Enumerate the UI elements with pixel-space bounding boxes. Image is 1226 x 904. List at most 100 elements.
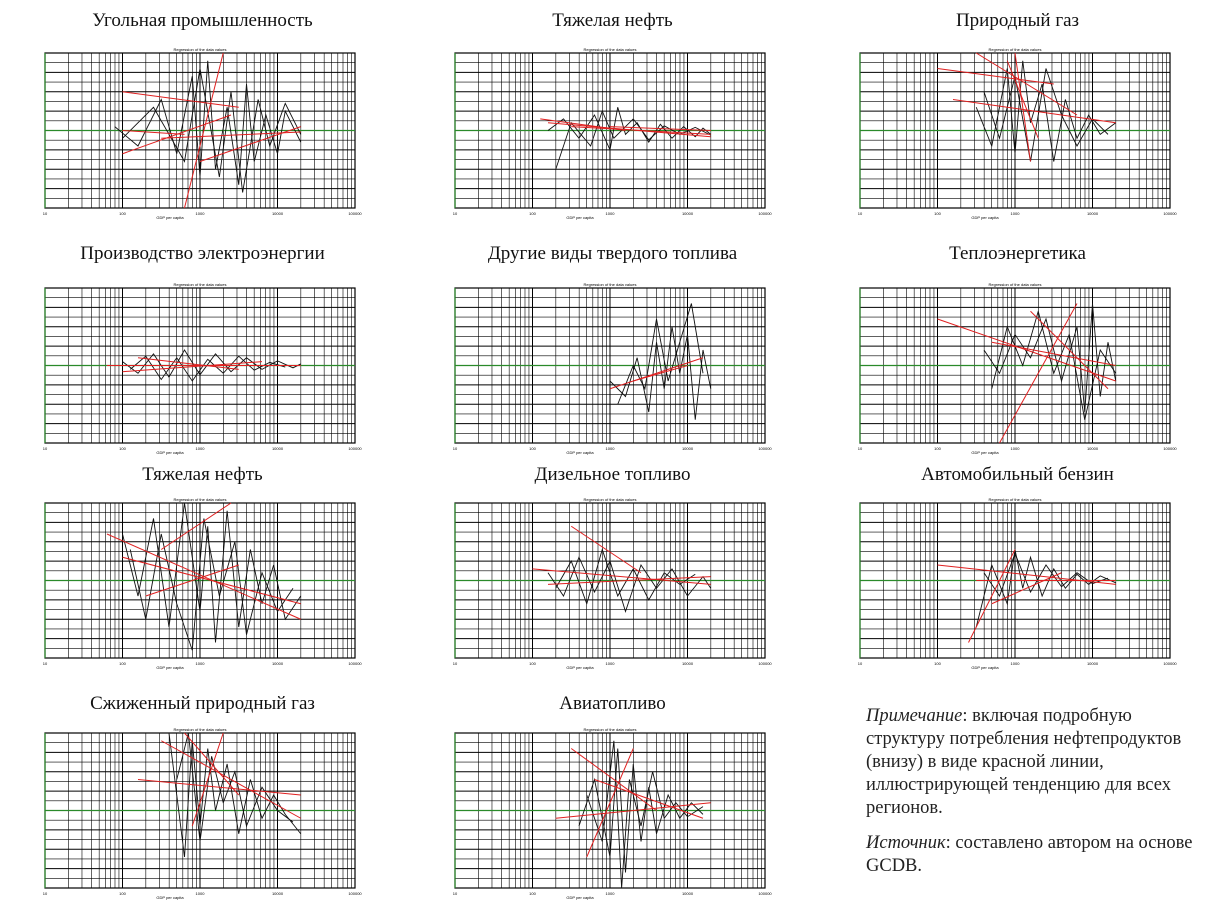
x-tick-label: 100000 bbox=[348, 446, 362, 451]
x-axis-label: GDP per capita bbox=[971, 665, 999, 670]
x-tick-label: 100000 bbox=[1163, 446, 1177, 451]
trend-line bbox=[122, 130, 185, 135]
chart-plot: Regression of the data values 10 100 1000 10… bbox=[43, 497, 363, 670]
x-tick-label: 10 bbox=[453, 661, 458, 666]
x-tick-label: 1000 bbox=[196, 446, 206, 451]
data-series-line bbox=[555, 109, 711, 170]
x-axis-label: GDP per capita bbox=[566, 450, 594, 455]
x-tick-label: 10000 bbox=[682, 891, 694, 896]
x-tick-label: 1000 bbox=[606, 891, 616, 896]
x-tick-label: 1000 bbox=[196, 211, 206, 216]
trend-line bbox=[937, 68, 1054, 85]
x-tick-label: 100 bbox=[529, 891, 536, 896]
data-series-line bbox=[122, 502, 302, 643]
data-series-line bbox=[168, 732, 302, 858]
trend-line bbox=[122, 114, 232, 155]
x-tick-label: 1000 bbox=[606, 661, 616, 666]
chart-plot: Regression of the data values 10 100 1000 10… bbox=[858, 497, 1178, 670]
data-series-line bbox=[991, 309, 1117, 420]
x-tick-label: 10000 bbox=[682, 446, 694, 451]
x-axis-label: GDP per capita bbox=[566, 665, 594, 670]
x-axis-label: GDP per capita bbox=[566, 895, 594, 900]
trend-line bbox=[991, 572, 1062, 605]
chart-title: Другие виды твердого топлива bbox=[487, 243, 738, 264]
trend-line bbox=[570, 748, 657, 811]
x-tick-label: 10 bbox=[43, 891, 48, 896]
chart-title: Производство электроэнергии bbox=[80, 243, 325, 264]
x-tick-label: 100000 bbox=[1163, 211, 1177, 216]
chart-plot: Regression of the data values 10 100 1000 10… bbox=[43, 47, 363, 220]
trend-line bbox=[609, 357, 704, 390]
x-tick-label: 100 bbox=[934, 446, 941, 451]
x-tick-label: 100 bbox=[119, 211, 126, 216]
trend-line bbox=[952, 99, 1116, 124]
chart-title: Авиатопливо bbox=[559, 693, 666, 714]
x-axis-label: GDP per capita bbox=[156, 450, 184, 455]
x-tick-label: 10 bbox=[43, 446, 48, 451]
trend-line bbox=[145, 564, 239, 597]
chart-title: Угольная промышленность bbox=[92, 10, 313, 31]
trend-line bbox=[532, 568, 711, 585]
data-series-line bbox=[983, 68, 1109, 162]
data-series-line bbox=[114, 60, 302, 185]
x-tick-label: 1000 bbox=[1011, 211, 1021, 216]
chart-title: Тяжелая нефть bbox=[142, 464, 263, 485]
data-series-line bbox=[547, 107, 712, 152]
chart-title: Природный газ bbox=[955, 10, 1080, 31]
x-tick-label: 1000 bbox=[1011, 661, 1021, 666]
chart-plot: Regression of the data values 10 100 1000 10… bbox=[453, 727, 773, 900]
x-tick-label: 10000 bbox=[272, 661, 284, 666]
chart-subtitle: Regression of the data values bbox=[989, 282, 1042, 287]
x-tick-label: 100000 bbox=[348, 891, 362, 896]
data-series-line bbox=[129, 355, 286, 382]
x-axis-label: GDP per capita bbox=[156, 895, 184, 900]
data-series-line bbox=[975, 60, 1117, 162]
data-series-line bbox=[983, 303, 1117, 413]
x-tick-label: 100000 bbox=[758, 661, 772, 666]
trend-line bbox=[122, 361, 263, 373]
x-tick-label: 100000 bbox=[758, 446, 772, 451]
trend-line bbox=[161, 131, 301, 139]
x-tick-label: 100 bbox=[934, 661, 941, 666]
x-tick-label: 100000 bbox=[1163, 661, 1177, 666]
chart-subtitle: Regression of the data values bbox=[584, 47, 637, 52]
trend-line bbox=[547, 576, 711, 585]
chart-subtitle: Regression of the data values bbox=[584, 282, 637, 287]
x-tick-label: 10000 bbox=[272, 211, 284, 216]
trend-line bbox=[184, 732, 240, 796]
x-axis-label: GDP per capita bbox=[971, 450, 999, 455]
x-tick-label: 100000 bbox=[758, 211, 772, 216]
chart-subtitle: Regression of the data values bbox=[989, 47, 1042, 52]
chart-subtitle: Regression of the data values bbox=[174, 727, 227, 732]
trend-line bbox=[594, 779, 704, 819]
trend-line bbox=[1006, 60, 1039, 139]
x-tick-label: 100000 bbox=[348, 211, 362, 216]
x-tick-label: 100 bbox=[934, 211, 941, 216]
x-tick-label: 10 bbox=[858, 211, 863, 216]
x-axis-label: GDP per capita bbox=[156, 665, 184, 670]
x-tick-label: 1000 bbox=[606, 446, 616, 451]
x-tick-label: 10000 bbox=[1087, 661, 1099, 666]
x-tick-label: 10 bbox=[858, 661, 863, 666]
trend-line bbox=[975, 52, 1078, 116]
trend-line bbox=[937, 318, 1116, 382]
figure-note: Примечание: включая подробную структуру … bbox=[866, 705, 1206, 890]
trend-line bbox=[991, 341, 1116, 366]
data-series-line bbox=[122, 349, 301, 378]
trend-line bbox=[937, 564, 1116, 585]
x-tick-label: 10 bbox=[43, 211, 48, 216]
data-series-line bbox=[547, 556, 712, 613]
x-tick-label: 10 bbox=[453, 891, 458, 896]
x-tick-label: 1000 bbox=[1011, 446, 1021, 451]
x-tick-label: 100 bbox=[529, 661, 536, 666]
chart-plot: Regression of the data values 10 100 1000 10… bbox=[453, 47, 773, 220]
chart-plot: Regression of the data values 10 100 1000 10… bbox=[43, 727, 363, 900]
data-series-line bbox=[176, 732, 294, 842]
x-tick-label: 10 bbox=[43, 661, 48, 666]
chart-subtitle: Regression of the data values bbox=[584, 727, 637, 732]
trend-line bbox=[1030, 310, 1109, 390]
x-tick-label: 100 bbox=[529, 446, 536, 451]
chart-subtitle: Regression of the data values bbox=[174, 282, 227, 287]
x-tick-label: 100 bbox=[119, 446, 126, 451]
x-tick-label: 100000 bbox=[348, 661, 362, 666]
